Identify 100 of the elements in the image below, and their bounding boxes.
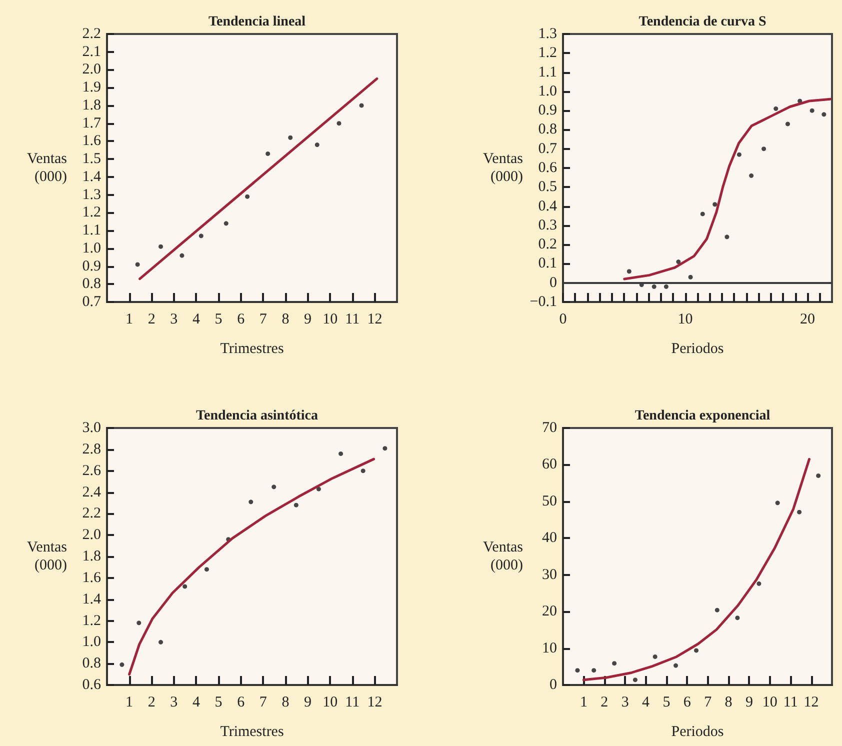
line-series — [582, 458, 810, 682]
x-tick-label: 1 — [126, 694, 134, 710]
point — [714, 608, 720, 612]
y-tick-label: 0 — [550, 677, 557, 693]
x-tick-label: 6 — [237, 312, 246, 328]
x-tick-label: 20 — [800, 312, 816, 328]
y-tick-label: 1.4 — [82, 591, 102, 608]
point — [204, 567, 209, 572]
y-tick-label: 2.2 — [82, 26, 101, 42]
y-tick-label: 0.8 — [82, 276, 101, 292]
point — [652, 654, 658, 659]
point — [248, 500, 254, 504]
y-tick-label: 1.0 — [82, 240, 101, 256]
y-tick-label: 10 — [542, 640, 557, 656]
y-tick-label: 1.2 — [82, 612, 101, 629]
y-tick-label: 2.4 — [82, 484, 102, 500]
x-tick-label: 1 — [126, 312, 134, 328]
x-tick-label: 5 — [214, 312, 222, 328]
y-tick-label: 0.2 — [538, 236, 557, 253]
point — [676, 260, 681, 264]
y-tick-label: 0.5 — [538, 179, 557, 196]
point — [120, 662, 124, 667]
x-tick-label: 1 — [580, 694, 588, 710]
point — [316, 486, 321, 492]
point — [135, 262, 140, 267]
y-tick-label: 0.3 — [538, 217, 557, 234]
point — [700, 212, 705, 216]
x-tick-label: 3 — [170, 312, 178, 328]
point — [338, 451, 344, 456]
point — [360, 468, 366, 474]
y-tick-label: 1.4 — [82, 168, 102, 185]
chart-title: Tendencia exponencial — [634, 408, 770, 424]
y-tick-label: 1.5 — [82, 151, 101, 168]
y-tick-label: 0.4 — [538, 198, 558, 214]
point — [224, 221, 228, 226]
point — [822, 112, 826, 117]
y-tick-label: 1.2 — [538, 45, 557, 62]
x-tick-label: 11 — [783, 694, 798, 710]
point — [688, 274, 693, 280]
point — [182, 584, 188, 589]
x-tick-label: 4 — [642, 694, 650, 710]
x-tick-label: 7 — [259, 312, 268, 328]
y-tick-label: 0.8 — [538, 122, 557, 138]
y-tick-label: −0.1 — [530, 294, 557, 310]
y-tick-label: 1.6 — [82, 133, 102, 150]
point — [198, 234, 204, 238]
point — [626, 269, 632, 274]
y-tick-label: 0.9 — [82, 258, 101, 274]
y-tick-label: 0.6 — [538, 160, 558, 176]
x-tick-label: 11 — [345, 312, 360, 328]
y-tick-label: 1.8 — [82, 548, 101, 564]
point — [664, 284, 668, 289]
chart-title: Tendencia asintótica — [196, 408, 318, 424]
point — [632, 678, 638, 682]
x-axis-title: Periodos — [671, 341, 724, 357]
x-tick-label: 5 — [662, 694, 670, 710]
x-axis-title: Trimestres — [220, 341, 284, 357]
x-tick-label: 4 — [192, 694, 200, 710]
point — [158, 640, 164, 644]
y-tick-label: 3.0 — [82, 420, 101, 436]
x-tick-label: 2 — [148, 694, 156, 710]
y-tick-label: 60 — [542, 456, 557, 473]
point — [774, 106, 778, 111]
y-tick-label: 1.9 — [82, 80, 101, 96]
x-tick-label: 9 — [745, 694, 753, 710]
point — [612, 661, 617, 666]
y-tick-label: 1.7 — [82, 115, 102, 132]
y-axis-title: Ventas (000) — [483, 540, 524, 574]
x-tick-label: 8 — [282, 694, 290, 710]
x-tick-label: 5 — [214, 694, 222, 710]
point — [180, 253, 184, 258]
y-tick-label: 2.8 — [82, 441, 101, 458]
point — [736, 152, 742, 157]
point — [272, 484, 276, 490]
point — [314, 142, 320, 148]
y-tick-label: 1.3 — [82, 186, 101, 203]
point — [382, 446, 388, 451]
x-tick-label: 11 — [345, 694, 360, 710]
point — [575, 668, 580, 673]
point — [158, 244, 164, 249]
y-tick-label: 1.1 — [538, 64, 557, 80]
x-tick-label: 10 — [762, 694, 778, 710]
y-tick-label: 1.0 — [538, 83, 557, 100]
point — [785, 122, 790, 126]
x-axis-title: Trimestres — [220, 724, 284, 740]
x-tick-label: 12 — [367, 312, 382, 328]
y-tick-label: 0 — [550, 274, 557, 291]
y-tick-label: 2.6 — [82, 462, 102, 479]
x-tick-label: 7 — [259, 694, 268, 710]
point — [749, 173, 754, 178]
x-tick-label: 2 — [600, 694, 608, 710]
point — [674, 663, 678, 668]
y-axis-title: Ventas (000) — [27, 540, 68, 574]
y-tick-label: 0.1 — [538, 256, 557, 272]
x-tick-label: 3 — [621, 694, 629, 710]
y-tick-label: 30 — [542, 566, 557, 583]
point — [694, 648, 699, 653]
x-tick-label: 3 — [170, 694, 178, 710]
x-tick-label: 6 — [683, 694, 692, 710]
y-tick-label: 0.7 — [538, 140, 558, 157]
